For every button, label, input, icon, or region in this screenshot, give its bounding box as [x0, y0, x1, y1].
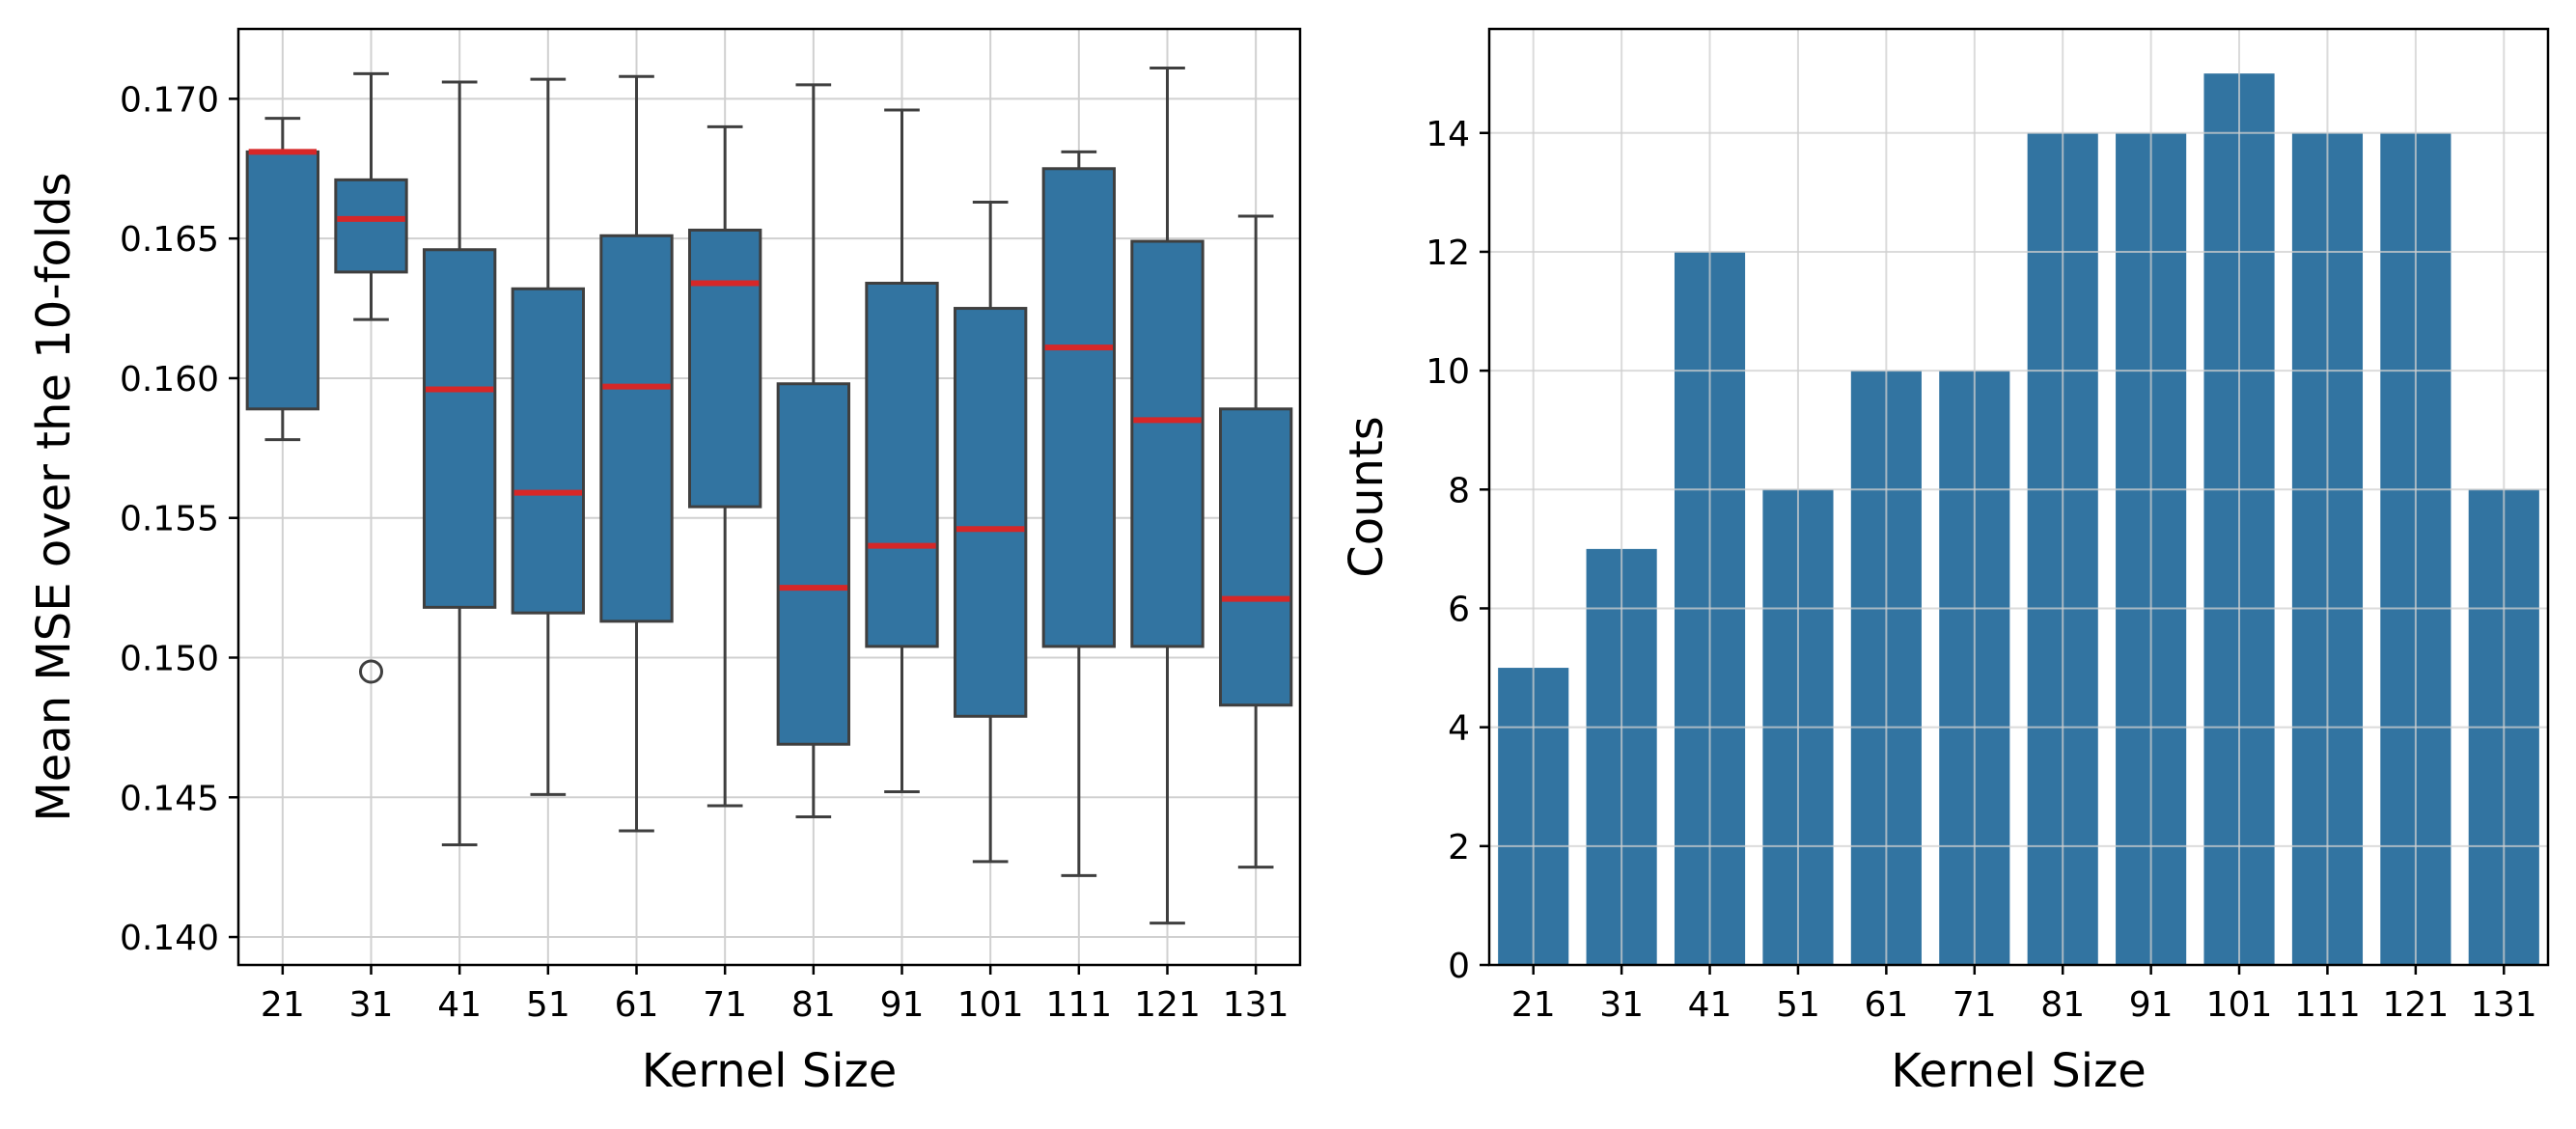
box-31 [334, 71, 408, 684]
box-131 [1219, 214, 1293, 869]
box-iqr [423, 248, 497, 609]
box-iqr [865, 281, 939, 648]
bar-x-ticks: 21 31 41 51 61 71 81 91 101 111 121 131 [1511, 965, 2537, 1025]
bar-x-tick-label: 121 [2383, 985, 2450, 1025]
box-41 [423, 80, 497, 846]
box-81 [776, 83, 851, 819]
bar-grid [1489, 29, 2548, 965]
bar-y-tick-label: 10 [1426, 352, 1470, 392]
bar-y-tick-label: 0 [1448, 947, 1470, 986]
bar-y-tick-label: 2 [1448, 828, 1470, 867]
box-iqr [954, 307, 1028, 718]
bar-x-tick-label: 21 [1511, 985, 1556, 1025]
box-y-tick-label: 0.160 [120, 360, 219, 399]
box-x-tick-label: 21 [261, 985, 305, 1025]
box-y-tick-label: 0.165 [120, 220, 219, 260]
bar-x-tick-label: 71 [1953, 985, 1997, 1025]
box-iqr [245, 150, 319, 411]
box-111 [1041, 150, 1116, 877]
box-x-tick-label: 31 [349, 985, 394, 1025]
bar-y-tick-label: 6 [1448, 590, 1470, 629]
box-x-tick-label: 71 [703, 985, 747, 1025]
box-21 [245, 117, 319, 442]
box-y-tick-label: 0.145 [120, 779, 219, 818]
bar-x-tick-label: 51 [1776, 985, 1820, 1025]
bar-x-tick-label: 31 [1599, 985, 1644, 1025]
box-iqr [1219, 407, 1293, 707]
bar-y-tick-label: 12 [1426, 234, 1470, 273]
bar-y-axis-label: Counts [1340, 416, 1394, 578]
box-101 [954, 201, 1028, 864]
box-71 [688, 124, 762, 808]
box-x-tick-label: 81 [791, 985, 836, 1025]
outlier-point [359, 659, 383, 684]
box-plot-frame [236, 27, 1302, 967]
box-iqr [688, 228, 762, 509]
box-iqr [334, 178, 408, 274]
box-y-tick-label: 0.140 [120, 919, 219, 958]
box-iqr [776, 382, 851, 746]
box-x-axis-label: Kernel Size [642, 1044, 898, 1098]
box-y-tick-label: 0.155 [120, 500, 219, 539]
box-y-tick-label: 0.170 [120, 80, 219, 120]
bar-chart-frame [1487, 27, 2550, 967]
box-x-tick-label: 131 [1223, 985, 1289, 1025]
bar-x-tick-label: 61 [1864, 985, 1908, 1025]
box-y-tick-label: 0.150 [120, 639, 219, 678]
box-y-axis-label: Mean MSE over the 10-folds [27, 172, 81, 821]
box-x-tick-label: 41 [437, 985, 482, 1025]
bar-x-tick-label: 81 [2040, 985, 2085, 1025]
bar-y-tick-label: 14 [1426, 115, 1470, 154]
box-121 [1130, 67, 1205, 925]
bar-x-tick-label: 101 [2206, 985, 2273, 1025]
box-61 [599, 74, 674, 833]
box-x-tick-label: 51 [526, 985, 570, 1025]
box-x-tick-label: 101 [957, 985, 1024, 1025]
box-x-tick-label: 91 [880, 985, 925, 1025]
bar-y-ticks: 0 2 4 6 8 10 12 14 [1426, 115, 1489, 986]
bar-y-tick-label: 4 [1448, 709, 1470, 749]
box-y-ticks: 0.140 0.145 0.150 0.155 0.160 0.165 0.170 [120, 80, 238, 958]
box-iqr [511, 287, 586, 615]
box-x-tick-label: 121 [1134, 985, 1201, 1025]
bar-x-axis-label: Kernel Size [1891, 1044, 2147, 1098]
box-plot-panel: 21 31 41 51 61 71 81 91 101 111 121 131 0.1400.1450… [27, 27, 1302, 1098]
box-iqr [1041, 167, 1116, 648]
bar-chart-panel: 21 31 41 51 61 71 81 91 101 111 121 131 0 2 4 6 8 10 12 14… [1340, 27, 2550, 1098]
box-x-tick-label: 111 [1045, 985, 1112, 1025]
bar-marks [1498, 73, 2539, 966]
box-x-ticks: 21 31 41 51 61 71 81 91 101 111 121 131 [261, 965, 1289, 1025]
box-x-tick-label: 61 [615, 985, 659, 1025]
box-91 [865, 108, 939, 793]
box-iqr [1130, 239, 1205, 648]
box-51 [511, 77, 586, 796]
bar-x-tick-label: 131 [2471, 985, 2537, 1025]
bar-x-tick-label: 41 [1688, 985, 1732, 1025]
box-marks [245, 67, 1293, 925]
box-iqr [599, 234, 674, 623]
bar-x-tick-label: 91 [2129, 985, 2174, 1025]
bar-y-tick-label: 8 [1448, 471, 1470, 510]
bar-x-tick-label: 111 [2294, 985, 2361, 1025]
